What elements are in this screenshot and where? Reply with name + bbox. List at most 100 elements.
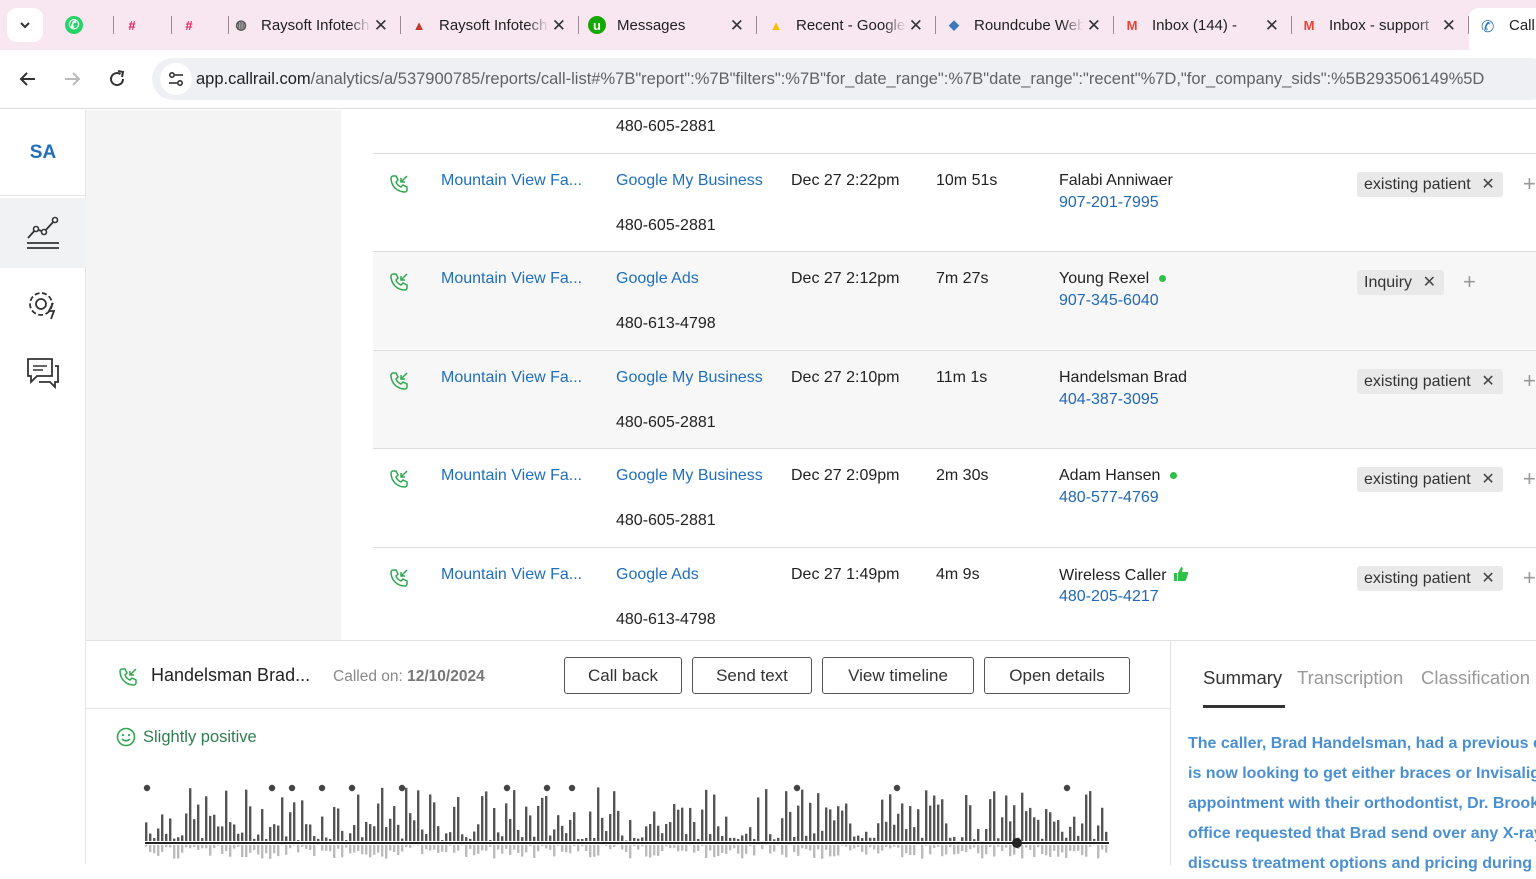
active-status-dot [1170, 472, 1177, 479]
tab-summary[interactable]: Summary [1203, 667, 1282, 689]
tab-transcription[interactable]: Transcription [1297, 667, 1403, 689]
site-info-button[interactable] [160, 63, 192, 95]
waveform-bar [245, 845, 247, 857]
reload-button[interactable] [101, 63, 133, 95]
close-tab-icon[interactable]: ✕ [1087, 16, 1101, 36]
sidebar-item-analytics[interactable] [0, 198, 86, 268]
source-link[interactable]: Google My Business [616, 369, 763, 387]
waveform-marker[interactable] [894, 785, 900, 791]
browser-tab[interactable]: ▲Raysoft Infotech✕ [400, 0, 576, 50]
add-tag-icon[interactable]: + [1463, 269, 1476, 295]
waveform-bar [909, 845, 911, 855]
forward-button[interactable] [56, 63, 88, 95]
caller-phone-link[interactable]: 907-201-7995 [1059, 194, 1159, 212]
waveform-marker[interactable] [504, 785, 510, 791]
avatar-initials: SA [30, 142, 56, 164]
open-details-button[interactable]: Open details [984, 657, 1130, 694]
add-tag-icon[interactable]: + [1523, 171, 1536, 197]
waveform-marker[interactable] [144, 785, 150, 791]
close-tab-icon[interactable]: ✕ [1265, 16, 1279, 36]
waveform-bar [781, 845, 783, 855]
browser-tab[interactable]: ▲Recent - Google Drive✕ [757, 0, 933, 50]
browser-tab[interactable]: ◍Raysoft Infotech✕ [222, 0, 398, 50]
close-tab-icon[interactable]: ✕ [730, 16, 744, 36]
audio-waveform[interactable] [141, 779, 1116, 865]
waveform-bar [533, 845, 535, 858]
waveform-marker[interactable] [794, 785, 800, 791]
tab-title: Messages [617, 17, 727, 34]
tag-chip: Inquiry✕ [1357, 270, 1444, 295]
waveform-bar [241, 833, 243, 841]
waveform-marker[interactable] [349, 785, 355, 791]
browser-tab[interactable]: ✆ [55, 0, 111, 50]
source-link[interactable]: Google My Business [616, 467, 763, 485]
add-tag-icon[interactable]: + [1523, 368, 1536, 394]
company-link[interactable]: Mountain View Fa... [441, 270, 582, 288]
close-tab-icon[interactable]: ✕ [1442, 16, 1456, 36]
send-text-button[interactable]: Send text [692, 657, 812, 694]
add-tag-icon[interactable]: + [1523, 565, 1536, 591]
view-timeline-button[interactable]: View timeline [822, 657, 974, 694]
waveform-bar [349, 845, 351, 853]
company-link[interactable]: Mountain View Fa... [441, 172, 582, 190]
waveform-marker[interactable] [399, 785, 405, 791]
source-link[interactable]: Google Ads [616, 270, 699, 288]
playhead-handle[interactable] [1012, 838, 1022, 848]
waveform-bar [505, 845, 507, 849]
waveform-bar [757, 797, 759, 841]
tab-search-button[interactable] [7, 8, 43, 42]
remove-tag-icon[interactable]: ✕ [1481, 172, 1494, 197]
remove-tag-icon[interactable]: ✕ [1481, 566, 1494, 591]
waveform-marker[interactable] [269, 785, 275, 791]
waveform-bar [529, 845, 531, 846]
close-tab-icon[interactable]: ✕ [909, 16, 923, 36]
source-link[interactable]: Google Ads [616, 566, 699, 584]
waveform-marker[interactable] [289, 785, 295, 791]
close-tab-icon[interactable]: ✕ [374, 16, 388, 36]
browser-tab[interactable]: # [113, 0, 169, 50]
table-row[interactable]: Mountain View Fa... Google My Business 480… [373, 448, 1536, 546]
waveform-marker[interactable] [569, 785, 575, 791]
waveform-marker[interactable] [1064, 785, 1070, 791]
call-back-button[interactable]: Call back [564, 657, 682, 694]
remove-tag-icon[interactable]: ✕ [1481, 467, 1494, 492]
back-button[interactable] [12, 63, 44, 95]
waveform-bar [645, 826, 647, 841]
waveform-bar [469, 845, 471, 849]
close-tab-icon[interactable]: ✕ [552, 16, 566, 36]
tab-classification[interactable]: Classification [1421, 667, 1530, 689]
caller-phone-link[interactable]: 480-205-4217 [1059, 588, 1159, 606]
active-tab[interactable]: ✆ Call [1469, 8, 1536, 50]
remove-tag-icon[interactable]: ✕ [1481, 369, 1494, 394]
caller-phone-link[interactable]: 404-387-3095 [1059, 391, 1159, 409]
company-link[interactable]: Mountain View Fa... [441, 566, 582, 584]
waveform-bar [701, 845, 703, 846]
remove-tag-icon[interactable]: ✕ [1423, 270, 1436, 295]
caller-phone-link[interactable]: 480-240-0250 [1059, 110, 1159, 114]
waveform-marker[interactable] [544, 785, 550, 791]
caller-phone-link[interactable]: 907-345-6040 [1059, 292, 1159, 310]
sidebar-item-messages[interactable] [0, 338, 86, 408]
company-link[interactable]: Mountain View Fa... [441, 369, 582, 387]
waveform-bar [961, 845, 963, 851]
waveform-bar [921, 838, 923, 841]
account-avatar[interactable]: SA [0, 110, 86, 196]
summary-line: is now looking to get either braces or I… [1188, 759, 1536, 789]
call-duration: 2m 30s [936, 467, 988, 485]
add-tag-icon[interactable]: + [1523, 466, 1536, 492]
browser-tab[interactable]: # [170, 0, 226, 50]
source-link[interactable]: Google My Business [616, 172, 763, 190]
waveform-marker[interactable] [319, 785, 325, 791]
browser-tab[interactable]: ◆Roundcube Webmail✕ [935, 0, 1111, 50]
company-link[interactable]: Mountain View Fa... [441, 467, 582, 485]
address-bar[interactable]: app.callrail.com/analytics/a/537900785/r… [152, 58, 1536, 100]
caller-phone-link[interactable]: 480-577-4769 [1059, 489, 1159, 507]
sidebar-item-settings[interactable] [0, 269, 86, 339]
